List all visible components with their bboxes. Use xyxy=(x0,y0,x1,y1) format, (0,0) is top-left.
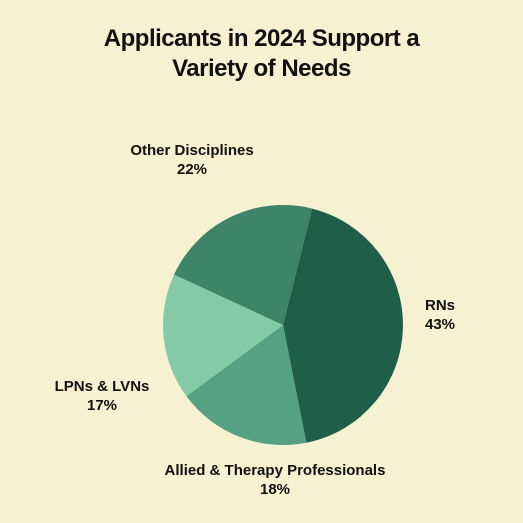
label-allied: Allied & Therapy Professionals 18% xyxy=(155,462,395,500)
label-other: Other Disciplines 22% xyxy=(72,142,312,180)
label-rns-name: RNs xyxy=(425,297,455,314)
label-other-name: Other Disciplines xyxy=(130,142,253,159)
label-other-value: 22% xyxy=(177,161,207,178)
label-rns-value: 43% xyxy=(425,316,455,333)
label-rns: RNs 43% xyxy=(320,297,523,335)
label-lpns-value: 17% xyxy=(87,397,117,414)
label-lpns-name: LPNs & LVNs xyxy=(55,378,150,395)
chart-title: Applicants in 2024 Support a Variety of … xyxy=(0,24,523,84)
label-allied-value: 18% xyxy=(260,481,290,498)
chart-title-line2: Variety of Needs xyxy=(172,55,351,82)
label-lpns: LPNs & LVNs 17% xyxy=(0,378,222,416)
chart-title-line1: Applicants in 2024 Support a xyxy=(104,25,419,52)
label-allied-name: Allied & Therapy Professionals xyxy=(165,462,386,479)
chart-container: Applicants in 2024 Support a Variety of … xyxy=(0,0,523,523)
